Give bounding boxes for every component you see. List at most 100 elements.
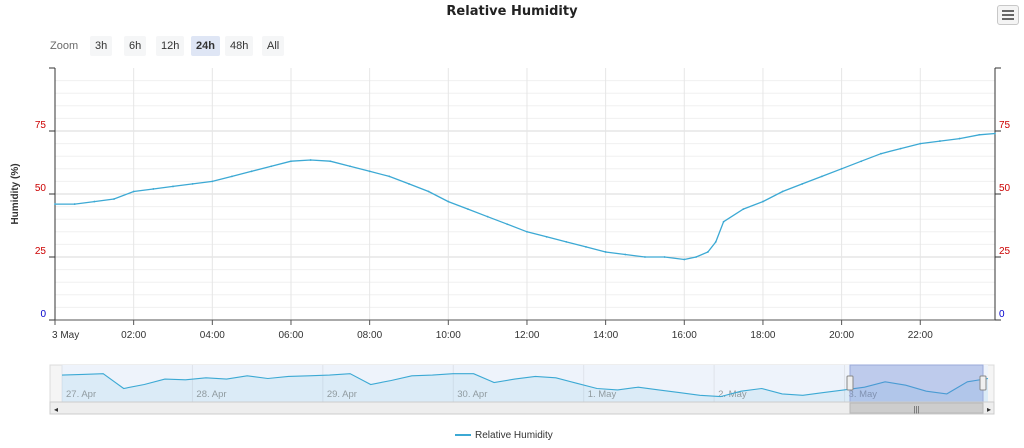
x-tick-label: 04:00	[200, 330, 225, 341]
y-axis-label: Humidity (%)	[10, 163, 21, 224]
plot-background	[55, 68, 995, 320]
data-point	[113, 198, 115, 200]
navigator-background	[49, 364, 995, 403]
navigator-date-label: 28. Apr	[196, 389, 226, 400]
x-tick-label: 12:00	[514, 330, 539, 341]
navigator-handle	[979, 375, 987, 391]
y-tick-label-right: 25	[999, 246, 1011, 257]
navigator-date-label: 3. May	[849, 389, 878, 400]
x-tick-label: 08:00	[357, 330, 382, 341]
hamburger-icon-bottom	[1002, 18, 1014, 20]
navigator-date-label: 30. Apr	[457, 389, 487, 400]
data-point	[368, 170, 371, 173]
data-point	[231, 175, 233, 178]
data-point	[801, 183, 804, 185]
x-tick-label: 18:00	[750, 330, 775, 341]
menu-button[interactable]	[997, 5, 1019, 25]
y-tick-label-left: 50	[35, 183, 47, 194]
data-point	[840, 167, 843, 170]
data-point	[54, 203, 56, 205]
legend-swatch	[455, 434, 471, 437]
data-point	[742, 208, 745, 211]
zoom-button-3h[interactable]: 3h	[90, 36, 113, 56]
zoom-button-all[interactable]: All	[262, 36, 285, 56]
data-point	[73, 203, 76, 205]
data-point	[309, 159, 312, 161]
data-point	[93, 200, 96, 203]
y-tick-label-right: 50	[999, 183, 1011, 194]
data-point	[290, 160, 292, 163]
zoom-button-6h[interactable]: 6h	[124, 36, 147, 56]
data-point	[172, 185, 174, 188]
navigator-date-label: 29. Apr	[327, 389, 357, 400]
y-tick-label-right: 75	[999, 120, 1011, 131]
data-point	[663, 256, 666, 258]
data-point	[644, 256, 646, 258]
data-point	[427, 190, 430, 193]
navigator-area	[62, 373, 988, 402]
data-point	[919, 142, 922, 145]
data-point	[545, 235, 548, 238]
zoom-button-12h[interactable]: 12h	[156, 36, 185, 56]
y-tick-label-left: 25	[35, 246, 47, 257]
data-point	[994, 132, 996, 135]
x-tick-label: 20:00	[829, 330, 854, 341]
hamburger-icon-mid	[1002, 14, 1014, 16]
data-point	[467, 208, 469, 211]
x-tick-label: 22:00	[908, 330, 933, 341]
legend-label: Relative Humidity	[475, 430, 553, 441]
data-point	[349, 165, 351, 168]
data-point	[762, 200, 764, 203]
data-point	[191, 183, 194, 185]
scroll-right-arrow-icon: ▸	[987, 405, 991, 414]
x-tick-label: 06:00	[278, 330, 303, 341]
data-point	[585, 246, 587, 248]
data-point	[695, 256, 697, 258]
data-point	[329, 160, 332, 163]
data-point	[978, 133, 981, 136]
data-point	[250, 170, 253, 173]
x-tick-label: 10:00	[436, 330, 461, 341]
data-point	[706, 251, 709, 253]
data-point	[958, 137, 961, 140]
navigator-selection	[849, 364, 984, 415]
data-point	[447, 200, 450, 203]
legend-item-relative-humidity[interactable]: Relative Humidity	[455, 430, 553, 441]
data-point	[388, 175, 391, 178]
navigator-plot	[62, 365, 988, 402]
navigator-date-label: 1. May	[588, 389, 617, 400]
chart-title: Relative Humidity	[446, 4, 578, 19]
navigator-date-label: 27. Apr	[66, 389, 96, 400]
scrollbar-track	[49, 401, 995, 415]
data-point	[781, 190, 784, 193]
data-point	[714, 240, 717, 243]
data-point	[880, 152, 882, 155]
data-point	[152, 188, 155, 190]
zoom-button-48h[interactable]: 48h	[225, 36, 254, 56]
navigator-date-label: 2. May	[718, 389, 747, 400]
scrollbar-grip-icon: |||	[913, 405, 919, 414]
data-point	[270, 165, 273, 168]
data-point	[408, 183, 410, 185]
data-point	[683, 258, 686, 261]
data-point	[132, 190, 135, 193]
data-point	[604, 251, 607, 253]
y-tick-label-right: 0	[999, 309, 1005, 320]
data-point	[722, 220, 725, 223]
x-tick-label: 3 May	[52, 330, 79, 341]
navigator-series-line	[61, 373, 989, 398]
data-point	[526, 230, 528, 233]
data-point	[899, 147, 902, 150]
y-tick-label-left: 0	[40, 309, 46, 320]
navigator-handle	[846, 375, 854, 391]
data-point	[565, 240, 568, 243]
x-tick-label: 16:00	[672, 330, 697, 341]
x-tick-label: 14:00	[593, 330, 618, 341]
data-point	[821, 175, 823, 178]
data-point	[939, 140, 941, 142]
zoom-button-24h[interactable]: 24h	[191, 36, 220, 56]
y-tick-label-left: 75	[35, 120, 47, 131]
series-line-relative-humidity	[55, 132, 996, 261]
scroll-left-arrow-icon: ◂	[54, 405, 58, 414]
